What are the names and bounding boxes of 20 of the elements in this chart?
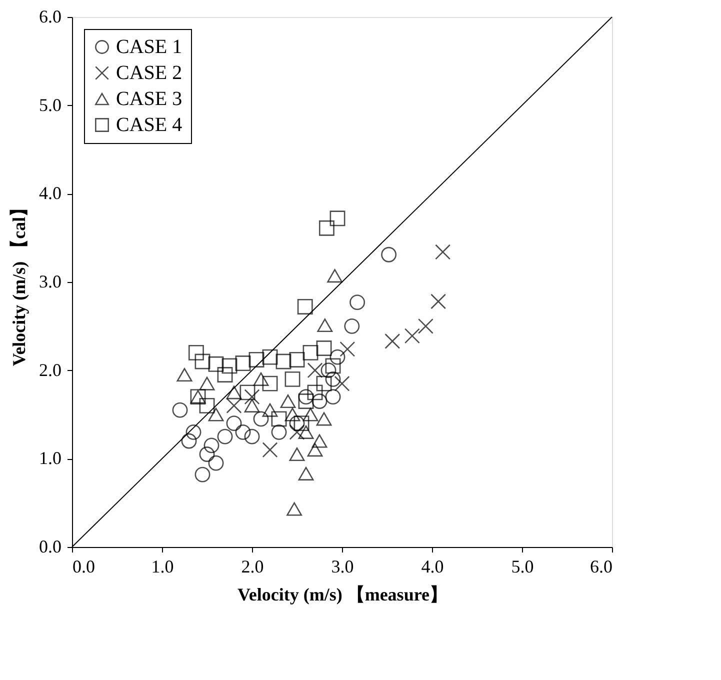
x-tick-label: 3.0 <box>331 556 354 576</box>
x-tick-label: 4.0 <box>421 556 444 576</box>
y-tick-label: 5.0 <box>39 94 62 115</box>
y-tick-label: 1.0 <box>39 448 62 468</box>
y-tick-label: 3.0 <box>39 272 62 292</box>
legend-label: CASE 4 <box>116 114 182 136</box>
x-tick-label: 6.0 <box>590 556 612 576</box>
legend-label: CASE 2 <box>116 62 182 84</box>
x-tick-label: 1.0 <box>151 556 174 576</box>
y-tick-label: 0.0 <box>39 536 62 556</box>
x-tick-label: 0.0 <box>72 556 95 576</box>
x-axis-title: Velocity (m/s) 【measure】 <box>238 584 448 604</box>
x-tick-label: 2.0 <box>241 556 264 576</box>
y-axis-title: Velocity (m/s) 【cal】 <box>9 198 29 366</box>
x-tick-label: 5.0 <box>511 556 534 576</box>
legend-label: CASE 1 <box>116 36 182 58</box>
y-tick-label: 2.0 <box>39 360 62 380</box>
y-tick-label: 4.0 <box>39 183 62 204</box>
legend-label: CASE 3 <box>116 88 182 110</box>
y-tick-label: 6.0 <box>39 6 62 26</box>
